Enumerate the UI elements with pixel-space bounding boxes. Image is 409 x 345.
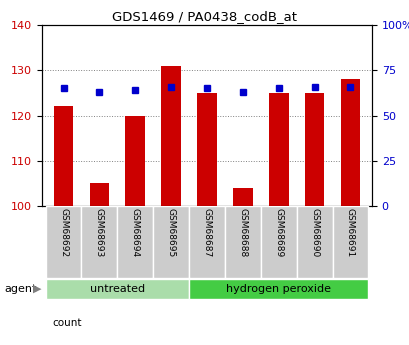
Bar (225, 206, 260, 278)
Text: GDS1469 / PA0438_codB_at: GDS1469 / PA0438_codB_at (112, 10, 297, 23)
Text: GSM68695: GSM68695 (166, 208, 175, 257)
Text: GSM68693: GSM68693 (94, 208, 103, 257)
Text: ▶: ▶ (32, 284, 41, 294)
Bar (45, 279, 189, 299)
Bar (161, 66, 180, 206)
Text: GSM68691: GSM68691 (345, 208, 354, 257)
Bar (125, 116, 145, 206)
Bar (117, 206, 153, 278)
Bar (189, 279, 368, 299)
Bar (45, 206, 81, 278)
Text: GSM68689: GSM68689 (274, 208, 283, 257)
Text: hydrogen peroxide: hydrogen peroxide (226, 284, 330, 294)
Text: GSM68688: GSM68688 (238, 208, 247, 257)
Bar (268, 93, 288, 206)
Bar (54, 107, 73, 206)
Text: GSM68692: GSM68692 (59, 208, 68, 257)
Text: GSM68690: GSM68690 (309, 208, 318, 257)
Bar (304, 93, 324, 206)
Text: untreated: untreated (90, 284, 144, 294)
Bar (89, 184, 109, 206)
Bar (332, 206, 368, 278)
Bar (340, 79, 360, 206)
Text: GSM68694: GSM68694 (130, 208, 139, 257)
Bar (81, 206, 117, 278)
Text: GSM68687: GSM68687 (202, 208, 211, 257)
Bar (153, 206, 189, 278)
Bar (189, 206, 225, 278)
Bar (296, 206, 332, 278)
Bar (197, 93, 216, 206)
Bar (260, 206, 296, 278)
Text: agent: agent (4, 284, 37, 294)
Text: count: count (52, 318, 81, 328)
Bar (232, 188, 252, 206)
